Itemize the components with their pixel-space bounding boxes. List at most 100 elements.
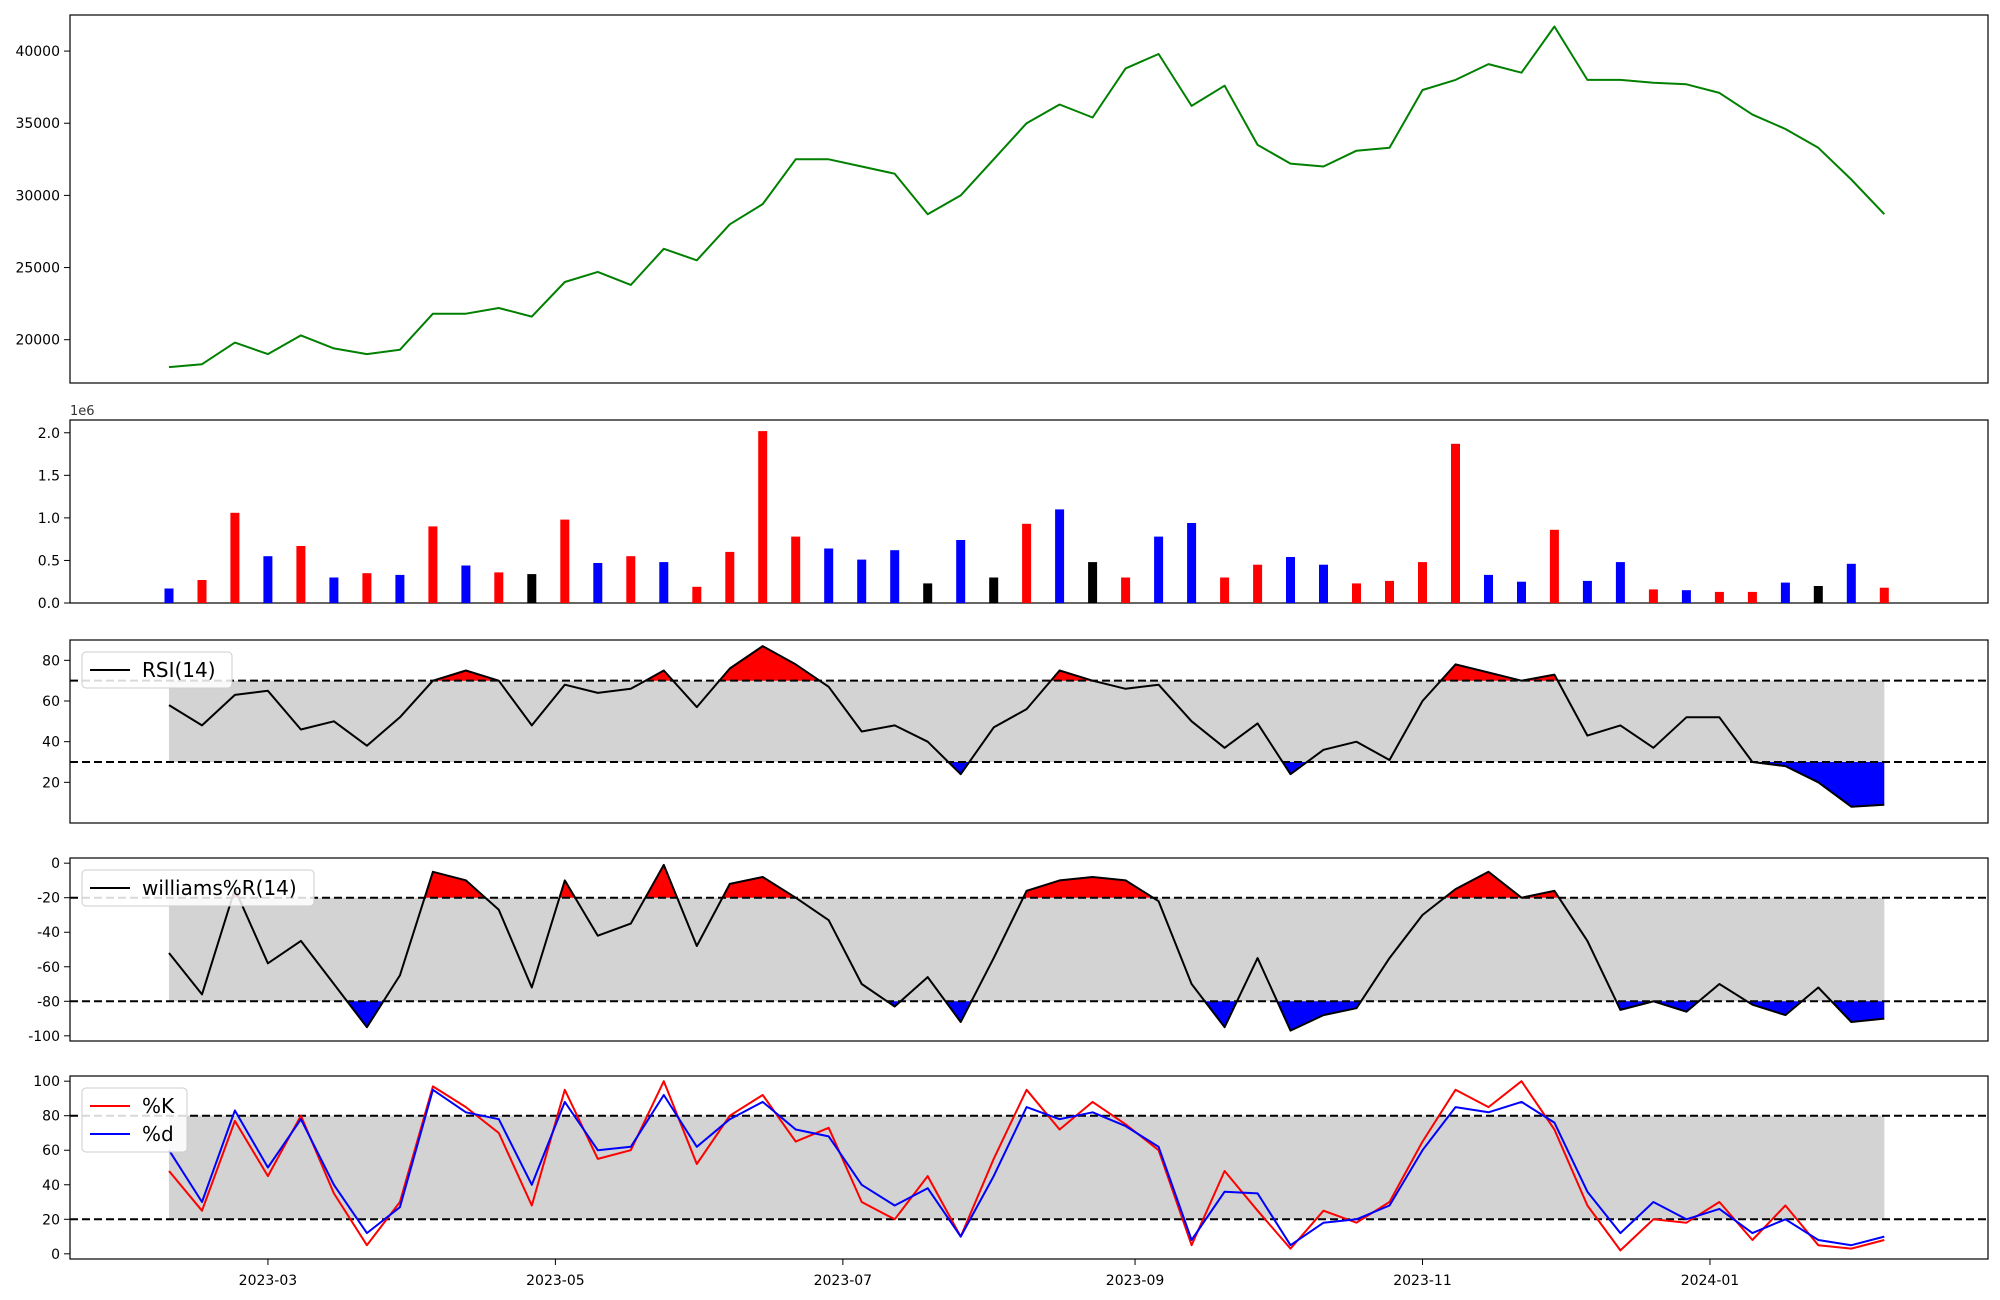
- volume-bar: [1714, 591, 1724, 603]
- volume-bar: [758, 431, 768, 603]
- y-tick-label: 20: [42, 775, 60, 791]
- volume-bar: [593, 563, 603, 603]
- volume-bar: [263, 556, 273, 603]
- y-tick-label: 40000: [15, 44, 60, 60]
- y-tick-label: 40: [42, 735, 60, 751]
- volume-bar: [296, 546, 306, 603]
- y-tick-label: 20: [42, 1212, 60, 1228]
- volume-bar: [659, 562, 669, 603]
- oversold-fill: [169, 1001, 1885, 1031]
- volume-bar: [197, 580, 207, 603]
- volume-bar: [230, 512, 240, 603]
- legend-label: williams%R(14): [142, 876, 297, 900]
- neutral-band: [168, 897, 1885, 1002]
- volume-bar: [1154, 536, 1164, 603]
- date-axis: 2023-03 2023-05 2023-07 2023-09 2023-11 2024-…: [239, 1259, 1740, 1289]
- volume-bar: [362, 573, 372, 603]
- volume-bar: [824, 548, 834, 603]
- y-tick-label: 30000: [15, 188, 60, 204]
- volume-bar: [1418, 562, 1427, 603]
- y-tick-label: 60: [42, 694, 60, 710]
- overbought-fill: [169, 646, 1885, 681]
- volume-bar: [1615, 562, 1625, 603]
- volume-bar: [395, 574, 405, 603]
- volume-bar: [494, 572, 504, 603]
- volume-bar: [1813, 586, 1823, 603]
- volume-panel: 0.0 0.5 1.0 1.5 2.0: [38, 419, 1989, 612]
- williams-panel: 0 -20 -40 -60 -80 -100 williams%R(14): [28, 856, 1989, 1045]
- stochastic-panel: 0 20 40 60 80 100 %K %d: [33, 1074, 1989, 1263]
- legend-label: %d: [142, 1122, 174, 1146]
- volume-bar: [1846, 563, 1856, 603]
- volume-bar: [692, 586, 702, 603]
- y-tick-label: 0: [51, 1247, 60, 1263]
- panel-frame: [69, 857, 1989, 1042]
- volume-bar: [1352, 583, 1361, 603]
- volume-bar: [1319, 564, 1328, 603]
- volume-bar: [1681, 590, 1691, 603]
- volume-scale-label: 1e6: [70, 404, 95, 419]
- volume-bar: [1121, 577, 1131, 603]
- y-tick-label: -60: [37, 960, 60, 976]
- x-tick-label: 2023-03: [239, 1273, 298, 1289]
- x-tick-label: 2024-01: [1681, 1273, 1740, 1289]
- d-line: [168, 1088, 1885, 1247]
- volume-bar: [857, 559, 867, 603]
- y-tick-label: 0.5: [38, 553, 60, 569]
- volume-bar: [1187, 523, 1197, 603]
- y-tick-label: 100: [33, 1074, 60, 1090]
- y-tick-label: 35000: [15, 116, 60, 132]
- volume-bar: [329, 577, 339, 603]
- neutral-band: [168, 1115, 1885, 1220]
- panel-frame: [69, 639, 1989, 824]
- y-tick-label: 40: [42, 1178, 60, 1194]
- volume-bar: [1253, 564, 1263, 603]
- y-tick-label: -40: [37, 925, 60, 941]
- y-tick-label: 25000: [15, 261, 60, 277]
- volume-bar: [1747, 591, 1757, 603]
- volume-bar: [1484, 574, 1493, 603]
- neutral-band: [168, 680, 1885, 762]
- y-tick-label: 20000: [15, 333, 60, 349]
- volume-bar: [164, 588, 174, 603]
- volume-bar: [989, 577, 999, 603]
- y-tick-label: 0: [51, 856, 60, 872]
- y-tick-label: 80: [42, 1109, 60, 1125]
- y-tick-label: 1.5: [38, 468, 60, 484]
- volume-bar: [626, 556, 636, 603]
- volume-bar: [1022, 523, 1032, 603]
- y-tick-label: -20: [37, 891, 60, 907]
- y-tick-label: 0.0: [38, 596, 60, 612]
- volume-bar: [1582, 580, 1592, 603]
- volume-bar: [527, 574, 537, 603]
- panel-frame: [69, 14, 1989, 384]
- y-tick-label: -80: [37, 994, 60, 1010]
- y-tick-label: -100: [28, 1029, 60, 1045]
- panel-frame: [69, 1075, 1989, 1260]
- legend-box: [81, 1087, 188, 1153]
- volume-bar: [1648, 589, 1658, 603]
- volume-bar: [890, 550, 900, 603]
- oversold-fill: [169, 762, 1885, 807]
- x-tick-label: 2023-05: [526, 1273, 585, 1289]
- volume-bar: [1220, 577, 1230, 603]
- rsi-panel: 20 40 60 80 RSI(14): [42, 639, 1989, 824]
- legend-box: [81, 869, 315, 907]
- legend-label: RSI(14): [142, 658, 216, 682]
- volume-bar: [956, 540, 966, 603]
- volume-bar: [1451, 443, 1460, 603]
- volume-bar: [1088, 562, 1098, 603]
- x-tick-label: 2023-11: [1393, 1273, 1452, 1289]
- volume-bar: [1055, 509, 1065, 603]
- legend-label: %K: [142, 1094, 175, 1118]
- volume-bar: [461, 565, 471, 603]
- volume-bar: [725, 551, 735, 603]
- y-tick-label: 60: [42, 1143, 60, 1159]
- price-panel: 20000 25000 30000 35000 40000: [15, 14, 1989, 384]
- rsi-line: [168, 645, 1885, 808]
- volume-bar: [1385, 580, 1394, 603]
- k-line: [168, 1080, 1885, 1252]
- williams-line: [168, 863, 1885, 1032]
- x-tick-label: 2023-07: [814, 1273, 873, 1289]
